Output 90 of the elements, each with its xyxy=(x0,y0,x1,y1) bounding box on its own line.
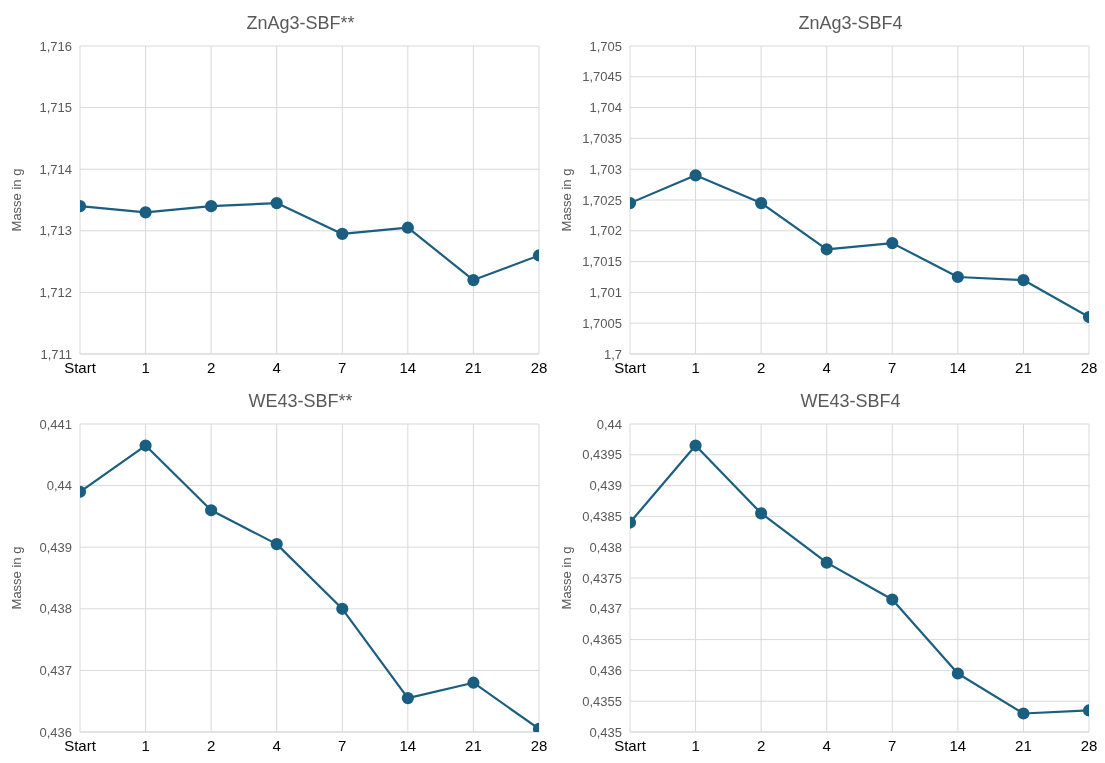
point xyxy=(467,273,480,287)
point xyxy=(205,200,218,213)
y-tick-label: 1,714 xyxy=(39,161,72,177)
point xyxy=(270,196,283,210)
y-tick-label: 0,44 xyxy=(46,478,72,494)
x-tick-label: 7 xyxy=(338,358,347,376)
point xyxy=(336,227,349,240)
y-tick-label: 0,438 xyxy=(39,601,72,617)
y-tick-label: 0,439 xyxy=(39,539,72,555)
x-tick-label: 2 xyxy=(206,736,216,754)
y-tick-label: 0,4395 xyxy=(582,447,622,463)
x-tick-label: 2 xyxy=(756,358,766,376)
x-tick-label: 14 xyxy=(949,358,967,376)
x-tick-label: 28 xyxy=(1080,358,1098,376)
x-tick-label: 28 xyxy=(530,358,548,376)
x-tick-label: 4 xyxy=(272,358,281,376)
y-tick-label: 1,7045 xyxy=(582,69,622,85)
y-tick-label: 1,702 xyxy=(589,223,622,239)
x-tick-label: 28 xyxy=(530,736,548,754)
y-tick-label: 0,438 xyxy=(589,539,622,555)
x-tick-label: 7 xyxy=(338,736,347,754)
x-tick-label: 1 xyxy=(691,358,700,376)
point xyxy=(820,243,833,256)
x-tick-label: 28 xyxy=(1080,736,1098,754)
point xyxy=(820,556,833,569)
y-tick-label: 1,7015 xyxy=(582,254,622,270)
point xyxy=(401,221,414,234)
point xyxy=(139,439,152,452)
y-tick-label: 1,705 xyxy=(589,38,622,54)
point xyxy=(270,538,283,551)
x-tick-label: 2 xyxy=(756,736,766,754)
x-tick-label: 4 xyxy=(272,736,281,754)
y-tick-label: 0,44 xyxy=(596,416,622,432)
chart-title: ZnAg3-SBF** xyxy=(245,12,356,35)
point xyxy=(139,206,152,219)
point xyxy=(205,504,218,517)
point xyxy=(886,593,899,606)
point xyxy=(467,676,480,689)
chart-title: WE43-SBF** xyxy=(247,390,354,413)
point xyxy=(1017,707,1030,720)
y-axis-title: Masse in g xyxy=(558,546,574,610)
y-tick-label: 1,704 xyxy=(589,100,622,116)
x-tick-label: 21 xyxy=(465,736,482,754)
y-tick-label: 1,7025 xyxy=(582,192,622,208)
y-tick-label: 1,7035 xyxy=(582,131,622,147)
y-tick-label: 0,4365 xyxy=(582,632,622,648)
point xyxy=(1017,273,1030,287)
x-tick-label: 1 xyxy=(691,736,700,754)
y-axis-title: Masse in g xyxy=(8,546,24,610)
x-tick-label: 14 xyxy=(399,736,417,754)
y-tick-label: 1,715 xyxy=(39,100,72,116)
x-tick-label: 7 xyxy=(888,358,897,376)
x-tick-label: 21 xyxy=(465,358,482,376)
y-axis-title: Masse in g xyxy=(8,168,24,232)
y-tick-label: 0,439 xyxy=(589,478,622,494)
chart-title: ZnAg3-SBF4 xyxy=(797,12,904,35)
x-tick-label: 21 xyxy=(1015,736,1032,754)
x-tick-label: 14 xyxy=(399,358,417,376)
x-tick-label: 4 xyxy=(822,358,831,376)
x-tick-label: 21 xyxy=(1015,358,1032,376)
y-tick-label: 0,437 xyxy=(39,663,72,679)
y-tick-label: 0,437 xyxy=(589,601,622,617)
y-tick-label: 0,441 xyxy=(39,416,72,432)
x-tick-label: 4 xyxy=(822,736,831,754)
point xyxy=(886,237,899,250)
x-tick-label: 14 xyxy=(949,736,967,754)
y-tick-label: 1,703 xyxy=(589,161,622,177)
y-axis-title: Masse in g xyxy=(558,168,574,232)
y-tick-label: 0,4355 xyxy=(582,693,622,709)
x-tick-label: 2 xyxy=(206,358,216,376)
point xyxy=(689,439,702,452)
point xyxy=(755,507,768,520)
y-tick-label: 1,712 xyxy=(39,285,72,301)
y-tick-label: 0,4385 xyxy=(582,509,622,525)
x-tick-label: 7 xyxy=(888,736,897,754)
y-tick-label: 1,7005 xyxy=(582,315,622,331)
point xyxy=(689,169,702,182)
point xyxy=(401,692,414,705)
x-tick-label: 1 xyxy=(141,736,150,754)
chart-title: WE43-SBF4 xyxy=(799,390,902,413)
x-tick-label: 1 xyxy=(141,358,150,376)
point xyxy=(951,270,964,284)
y-tick-label: 0,436 xyxy=(589,663,622,679)
point xyxy=(951,667,964,680)
y-tick-label: 0,4375 xyxy=(582,570,622,586)
y-tick-label: 1,713 xyxy=(39,223,72,239)
y-tick-label: 1,701 xyxy=(589,285,622,301)
point xyxy=(755,196,768,210)
point xyxy=(336,602,349,615)
y-tick-label: 1,716 xyxy=(39,38,72,54)
